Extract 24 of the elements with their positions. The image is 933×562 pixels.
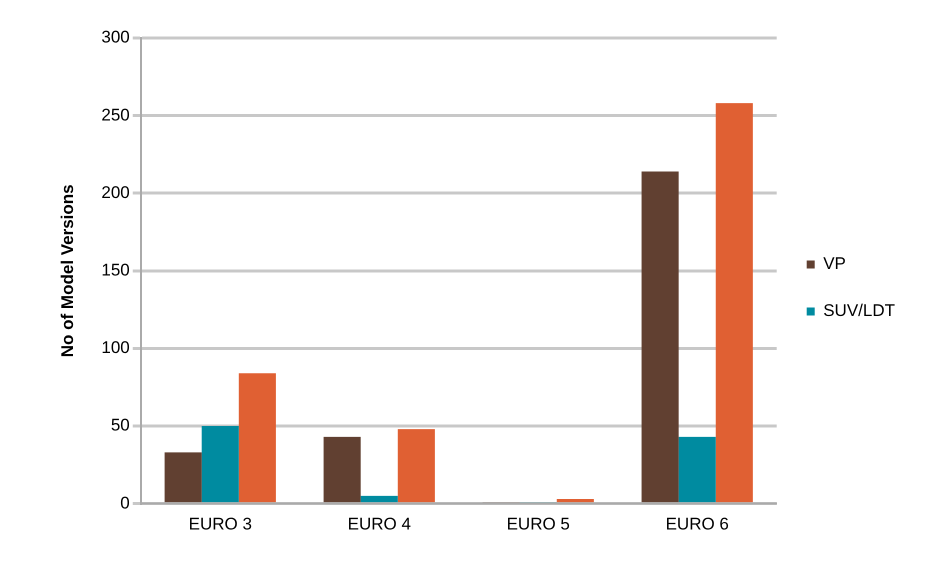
bar: [556, 498, 594, 502]
bar: [324, 436, 361, 502]
x-tick-label: EURO 3: [188, 514, 252, 534]
y-tick-label: 300: [101, 28, 130, 47]
y-tick-label: 200: [101, 182, 130, 202]
bar: [678, 436, 716, 502]
bar: [238, 373, 276, 502]
legend-label: VP: [823, 254, 846, 274]
bar: [642, 171, 679, 502]
bar: [716, 103, 753, 502]
bar: [164, 452, 202, 502]
x-tick-label: EURO 6: [666, 514, 729, 534]
y-tick-label: 250: [101, 105, 130, 124]
y-tick-label: 150: [101, 260, 130, 280]
x-tick-label: EURO 5: [506, 514, 570, 534]
bar: [202, 426, 239, 502]
y-axis-title: No of Model Versions: [58, 184, 77, 358]
legend-label: SUV/LDT: [823, 301, 896, 320]
y-tick-label: 50: [110, 416, 130, 435]
y-tick-label: 100: [101, 338, 130, 358]
bar: [360, 496, 398, 502]
bar: [398, 429, 435, 502]
y-tick-label: 0: [120, 493, 130, 512]
x-tick-label: EURO 4: [348, 514, 411, 534]
